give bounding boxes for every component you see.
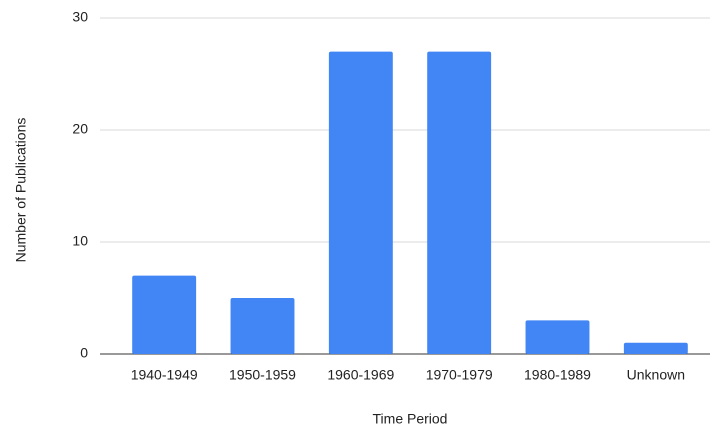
y-axis-label: Number of Publications	[13, 118, 29, 263]
bar	[328, 51, 393, 354]
x-tick-label: Unknown	[627, 367, 685, 383]
bar	[132, 275, 197, 354]
x-axis-label: Time Period	[373, 411, 448, 427]
x-tick-label: 1940-1949	[131, 367, 198, 383]
y-tick-label: 20	[72, 121, 88, 137]
bar	[623, 342, 688, 354]
x-tick-label: 1960-1969	[327, 367, 394, 383]
x-tick-label: 1970-1979	[426, 367, 493, 383]
bar	[230, 298, 295, 354]
y-tick-label: 10	[72, 233, 88, 249]
x-tick-label: 1950-1959	[229, 367, 296, 383]
y-tick-label: 0	[80, 345, 88, 361]
bar	[427, 51, 492, 354]
bar	[525, 320, 590, 354]
x-tick-label: 1980-1989	[524, 367, 591, 383]
y-tick-label: 30	[72, 9, 88, 25]
